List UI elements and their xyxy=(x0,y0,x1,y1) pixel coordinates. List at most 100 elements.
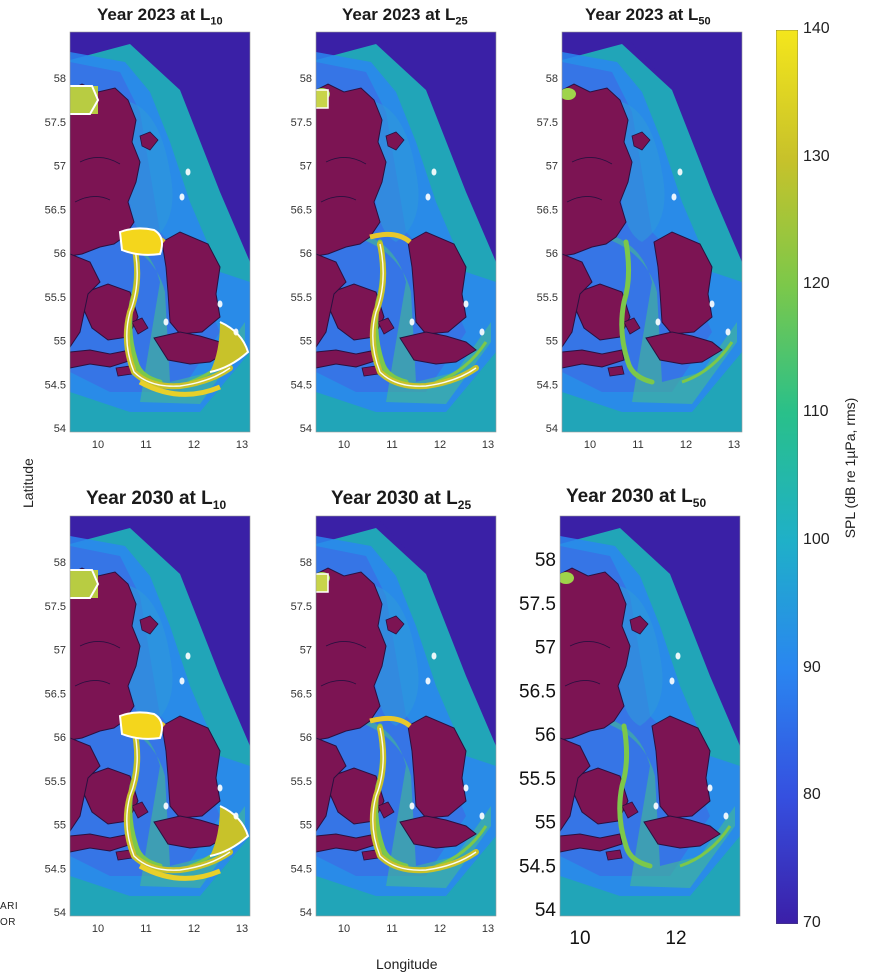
shipping-noise-zones xyxy=(70,569,250,881)
lat-tick-label: 56.5 xyxy=(45,204,66,216)
panel-title-2030-l10: Year 2030 at L10 xyxy=(86,488,227,512)
colorbar-tick-label: 80 xyxy=(803,786,821,804)
map-frame xyxy=(315,515,497,917)
lat-tick-label: 55 xyxy=(54,820,66,832)
cropped-text-line-2: OR xyxy=(0,917,16,928)
lon-tick-label: 10 xyxy=(92,439,104,451)
lat-tick-label: 56 xyxy=(54,248,66,260)
cropped-text-line-1: ARI xyxy=(0,901,19,912)
lat-tick-label: 54.5 xyxy=(45,379,66,391)
lon-tick-label: 13 xyxy=(236,923,248,935)
colorbar xyxy=(776,30,798,924)
lon-tick-label: 13 xyxy=(728,439,740,451)
map-frame xyxy=(559,515,741,917)
lon-tick-label: 13 xyxy=(236,439,248,451)
lat-tick-label: 57 xyxy=(54,161,66,173)
lat-tick-label: 58 xyxy=(54,557,66,569)
lat-tick-label: 55 xyxy=(54,336,66,348)
lon-tick-label: 10 xyxy=(92,923,104,935)
lon-tick-label: 11 xyxy=(140,923,151,935)
lat-tick-label: 57.5 xyxy=(519,594,556,615)
shipping-noise-zones xyxy=(316,572,488,874)
lat-tick-label: 54 xyxy=(535,900,557,921)
lat-tick-label: 55 xyxy=(300,820,312,832)
lat-tick-label: 58 xyxy=(300,557,312,569)
lat-tick-label: 57.5 xyxy=(45,601,66,613)
lon-tick-label: 12 xyxy=(188,439,200,451)
land-masses xyxy=(562,83,723,377)
map-frame xyxy=(69,31,251,433)
lat-tick-label: 55 xyxy=(535,813,556,834)
lat-tick-label: 54.5 xyxy=(45,863,66,875)
map-frame xyxy=(315,31,497,433)
lat-tick-label: 54 xyxy=(54,423,66,435)
shipping-noise-zones xyxy=(562,88,734,385)
map-panel-2023-l50: 58 57.5 57 56.5 56 55.5 55 54.5 54 10 11 12 13 xyxy=(537,31,743,451)
lat-tick-label: 58 xyxy=(535,550,556,571)
latitude-axis-label: Latitude xyxy=(20,458,36,508)
panel-title-2023-l25: Year 2023 at L25 xyxy=(342,5,468,28)
map-panel-2023-l25: 58 57.5 57 56.5 56 55.5 55 54.5 54 10 11 12 13 xyxy=(291,31,497,451)
lat-tick-label: 57.5 xyxy=(45,117,66,129)
lon-tick-label: 10 xyxy=(338,923,350,935)
lat-tick-label: 56.5 xyxy=(519,681,556,702)
lon-tick-label: 12 xyxy=(188,923,200,935)
colorbar-tick-label: 70 xyxy=(803,914,821,931)
lat-tick-label: 54 xyxy=(300,423,312,435)
lat-tick-label: 56 xyxy=(300,248,312,260)
lon-tick-label: 12 xyxy=(665,928,686,949)
colorbar-tick-label: 110 xyxy=(803,403,829,421)
lat-tick-label: 57.5 xyxy=(291,601,312,613)
land-masses xyxy=(70,567,231,861)
colorbar-tick-label: 100 xyxy=(803,530,830,548)
lon-tick-label: 11 xyxy=(386,923,397,935)
lat-tick-label: 55 xyxy=(546,336,558,348)
lat-tick-label: 58 xyxy=(54,73,66,85)
panel-title-2030-l25: Year 2030 at L25 xyxy=(331,488,472,512)
lon-tick-label: 11 xyxy=(140,439,151,451)
lon-tick-label: 10 xyxy=(569,928,590,949)
lat-tick-label: 54.5 xyxy=(537,379,558,391)
lat-tick-label: 58 xyxy=(300,73,312,85)
lat-tick-label: 56.5 xyxy=(291,204,312,216)
shipping-noise-zones xyxy=(70,85,250,397)
lat-tick-label: 54 xyxy=(300,907,312,919)
map-panel-2030-l25: 58 57.5 57 56.5 56 55.5 55 54.5 54 10 11 12 13 xyxy=(291,515,497,935)
map-panel-2023-l10: 58 57.5 57 56.5 56 55.5 55 54.5 54 10 11 12 13 xyxy=(45,31,251,451)
lon-tick-label: 13 xyxy=(482,439,494,451)
lat-tick-label: 57 xyxy=(546,161,558,173)
lat-tick-label: 55.5 xyxy=(45,292,66,304)
lat-tick-label: 55.5 xyxy=(537,292,558,304)
longitude-axis-label: Longitude xyxy=(376,956,438,972)
colorbar-label: SPL (dB re 1µPa, rms) xyxy=(842,397,858,539)
shipping-noise-zones xyxy=(560,572,732,869)
shipping-noise-zones xyxy=(316,88,488,390)
map-frame xyxy=(69,515,251,917)
map-panel-2030-l10: 58 57.5 57 56.5 56 55.5 55 54.5 54 10 11 12 13 xyxy=(45,515,251,935)
lon-tick-label: 13 xyxy=(482,923,494,935)
lat-tick-label: 57 xyxy=(535,638,556,659)
lat-tick-label: 54 xyxy=(546,423,558,435)
lat-tick-label: 55.5 xyxy=(291,292,312,304)
land-masses xyxy=(316,567,477,861)
lat-tick-label: 56.5 xyxy=(45,688,66,700)
lon-tick-label: 11 xyxy=(386,439,397,451)
lat-tick-label: 54.5 xyxy=(291,379,312,391)
lon-tick-label: 12 xyxy=(680,439,692,451)
lat-tick-label: 57 xyxy=(300,161,312,173)
panel-title-2030-l50: Year 2030 at L50 xyxy=(566,486,707,510)
lon-tick-label: 12 xyxy=(434,923,446,935)
lon-tick-label: 10 xyxy=(338,439,350,451)
lat-tick-label: 55.5 xyxy=(291,776,312,788)
lat-tick-label: 54 xyxy=(54,907,66,919)
map-frame xyxy=(561,31,743,433)
colorbar-tick-label: 130 xyxy=(803,147,830,165)
lat-tick-label: 54.5 xyxy=(291,863,312,875)
colorbar-tick-label: 120 xyxy=(803,275,830,293)
lat-tick-label: 56 xyxy=(535,725,556,746)
lat-tick-label: 55.5 xyxy=(519,769,556,790)
colorbar-gradient xyxy=(776,30,798,924)
lat-tick-label: 55.5 xyxy=(45,776,66,788)
lon-tick-label: 11 xyxy=(632,439,643,451)
lat-tick-label: 57 xyxy=(54,645,66,657)
